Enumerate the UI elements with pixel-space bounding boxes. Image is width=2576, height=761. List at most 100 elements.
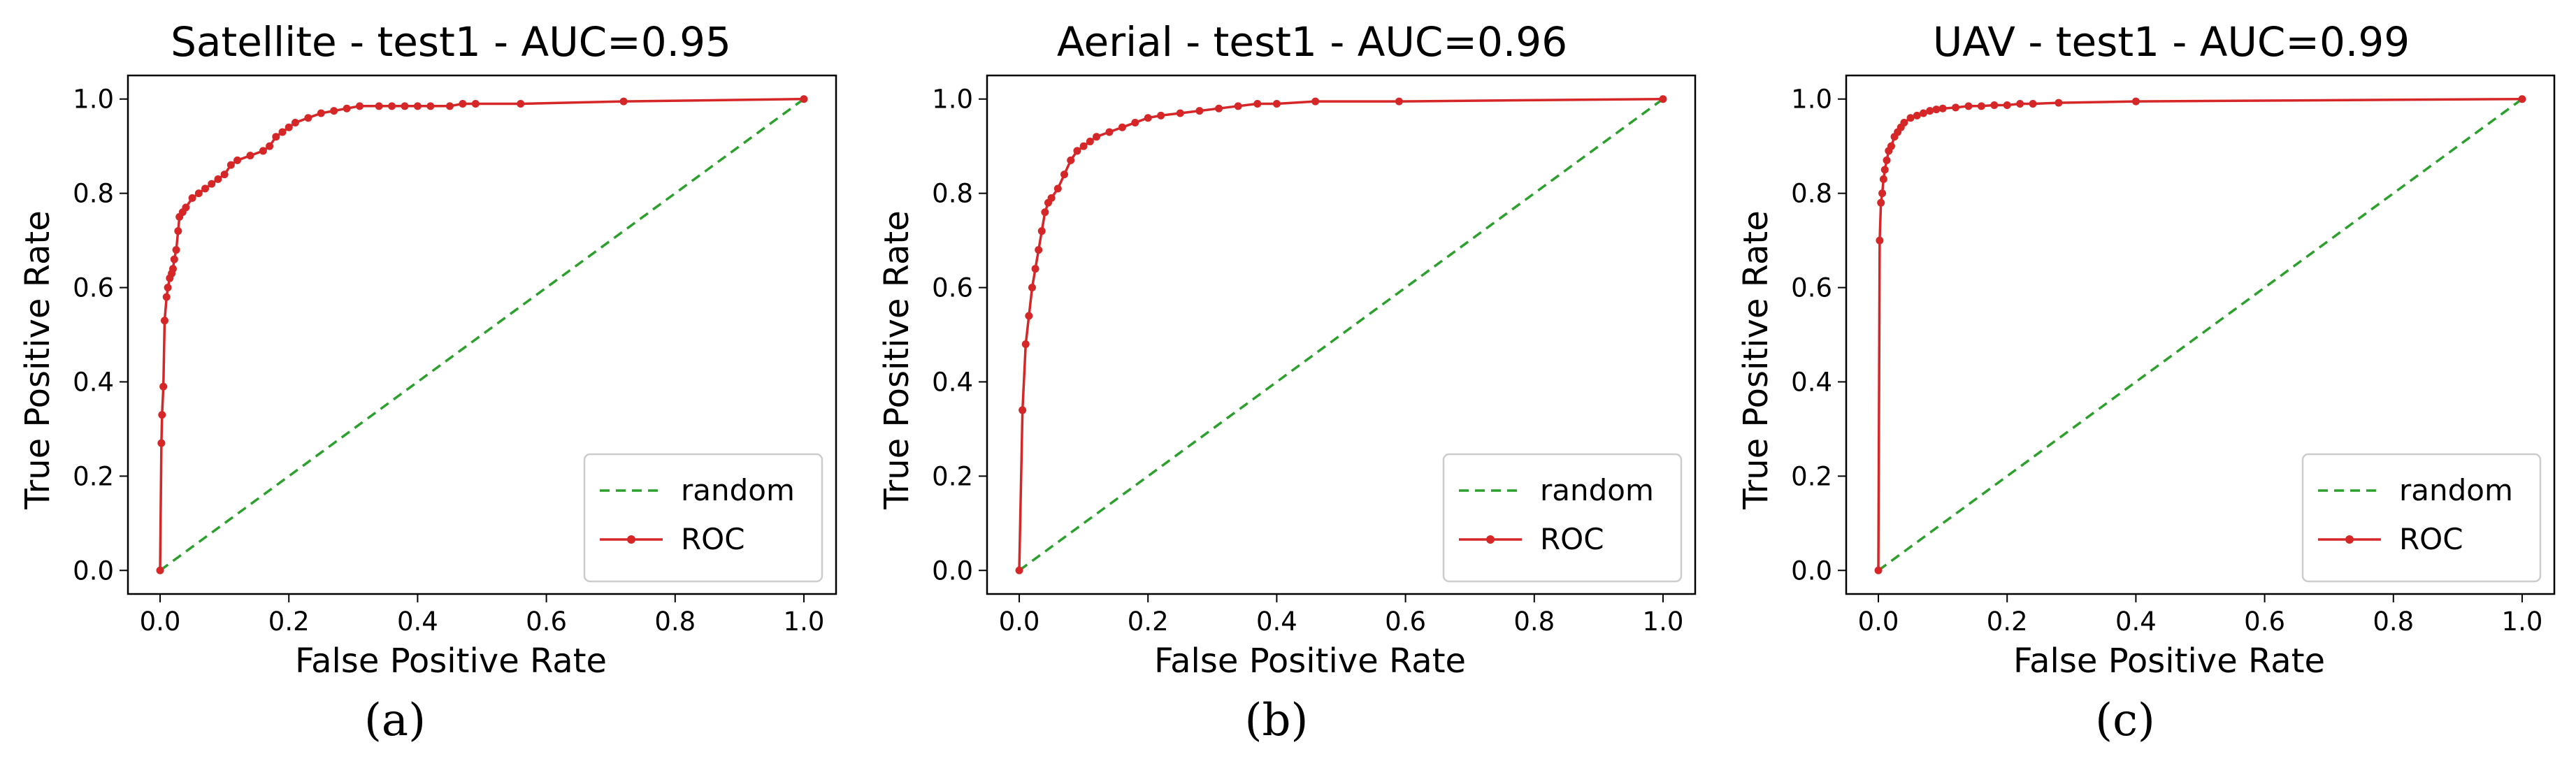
- x-axis-label: False Positive Rate: [295, 642, 607, 681]
- legend-roc-marker: [2345, 535, 2354, 544]
- roc-point: [1234, 102, 1242, 110]
- legend-random-label: random: [681, 473, 795, 507]
- roc-point: [619, 97, 628, 106]
- y-tick-label: 0.2: [1791, 461, 1832, 491]
- roc-point: [1015, 566, 1023, 574]
- roc-point: [259, 147, 267, 155]
- roc-point: [1964, 102, 1973, 110]
- roc-point: [445, 102, 454, 110]
- roc-point: [1932, 106, 1941, 114]
- roc-point: [356, 102, 364, 110]
- roc-point: [1215, 104, 1223, 113]
- y-tick-label: 1.0: [932, 85, 973, 115]
- roc-point: [266, 142, 274, 150]
- roc-point: [194, 189, 203, 198]
- roc-point: [1041, 208, 1049, 217]
- roc-point: [1938, 104, 1947, 113]
- roc-point: [1272, 99, 1281, 108]
- x-tick-label: 0.4: [1256, 607, 1297, 637]
- legend: random ROC: [583, 453, 823, 583]
- roc-point: [1079, 142, 1088, 150]
- roc-point: [162, 293, 171, 301]
- roc-point: [201, 184, 210, 193]
- legend-box: [1442, 453, 1683, 583]
- panel-caption: (b): [1245, 695, 1309, 746]
- x-tick-label: 0.4: [397, 607, 438, 637]
- roc-point: [1900, 118, 1908, 126]
- roc-point: [272, 133, 280, 141]
- roc-point: [2055, 99, 2063, 107]
- roc-point: [800, 95, 808, 103]
- roc-point: [1311, 97, 1320, 106]
- panel-uav: UAV - test1 - AUC=0.99 0.0 0.2 0.4 0.6 0.8 1.…: [1736, 18, 2556, 746]
- x-tick-label: 1.0: [1643, 607, 1684, 637]
- roc-point: [1144, 114, 1152, 122]
- x-tick-label: 0.4: [2115, 607, 2157, 637]
- roc-point: [1105, 128, 1114, 136]
- roc-point: [2131, 97, 2140, 106]
- y-tick-label: 1.0: [1791, 85, 1832, 115]
- panel-caption: (a): [364, 695, 426, 746]
- legend-roc-label: ROC: [1540, 522, 1604, 556]
- roc-point: [1877, 198, 1885, 207]
- x-axis-label: False Positive Rate: [2013, 642, 2325, 681]
- axes-frame: [986, 74, 1697, 595]
- roc-point: [208, 180, 216, 188]
- roc-point: [1913, 111, 1921, 119]
- roc-point: [2029, 99, 2037, 108]
- random-line: [159, 98, 805, 572]
- y-tick-label: 0.8: [932, 179, 973, 209]
- random-line: [1877, 98, 2524, 572]
- roc-point: [1118, 123, 1126, 131]
- roc-point: [1906, 114, 1915, 122]
- roc-point: [159, 382, 168, 391]
- chart-title: Aerial - test1 - AUC=0.96: [1057, 18, 1567, 66]
- roc-point: [517, 99, 525, 108]
- y-tick-label: 0.8: [73, 179, 114, 209]
- x-tick-label: 0.8: [1513, 607, 1555, 637]
- roc-point: [1874, 566, 1883, 574]
- legend-box: [2301, 453, 2542, 583]
- roc-point: [285, 123, 293, 131]
- y-tick-label: 1.0: [73, 85, 114, 115]
- y-tick-label: 0.2: [73, 461, 114, 491]
- roc-point: [2003, 101, 2011, 109]
- roc-point: [160, 317, 168, 325]
- roc-point: [233, 156, 242, 164]
- legend-box: [583, 453, 823, 583]
- roc-point: [1035, 246, 1043, 254]
- roc-point: [1157, 111, 1165, 119]
- x-tick-label: 0.8: [2373, 607, 2414, 637]
- roc-point: [413, 102, 422, 110]
- panel-caption: (c): [2095, 695, 2155, 746]
- roc-point: [1659, 95, 1667, 103]
- roc-point: [226, 161, 235, 169]
- roc-point: [220, 171, 229, 179]
- roc-point: [2016, 99, 2024, 108]
- roc-point: [246, 152, 254, 160]
- roc-point: [1920, 109, 1928, 117]
- random-line: [1018, 98, 1664, 572]
- y-tick-label: 0.6: [1791, 273, 1832, 303]
- plot-area: 0.0 0.2 0.4 0.6 0.8 1.0 0.0 0.2 0.4 0.6 0.8 1.0 rand…: [1791, 74, 2556, 637]
- y-tick-label: 0.4: [932, 367, 973, 397]
- panel-aerial: Aerial - test1 - AUC=0.96 0.0 0.2 0.4 0.6 0.…: [877, 18, 1697, 746]
- x-tick-label: 0.2: [1128, 607, 1169, 637]
- roc-point: [459, 99, 467, 108]
- x-tick-label: 0.0: [999, 607, 1040, 637]
- y-tick-label: 0.0: [73, 556, 114, 586]
- roc-point: [1086, 137, 1094, 145]
- roc-point: [1876, 236, 1884, 245]
- roc-point: [1060, 171, 1069, 179]
- roc-point: [1093, 133, 1101, 141]
- roc-point: [1025, 312, 1033, 320]
- axes-frame: [1845, 74, 2556, 595]
- roc-point: [1047, 194, 1056, 202]
- roc-point: [1887, 142, 1895, 150]
- y-axis-label: True Positive Rate: [1736, 210, 1776, 510]
- x-tick-label: 0.6: [2244, 607, 2285, 637]
- roc-point: [1019, 406, 1027, 414]
- roc-point: [1880, 166, 1889, 174]
- x-tick-label: 0.0: [1858, 607, 1899, 637]
- x-axis-label: False Positive Rate: [1154, 642, 1466, 681]
